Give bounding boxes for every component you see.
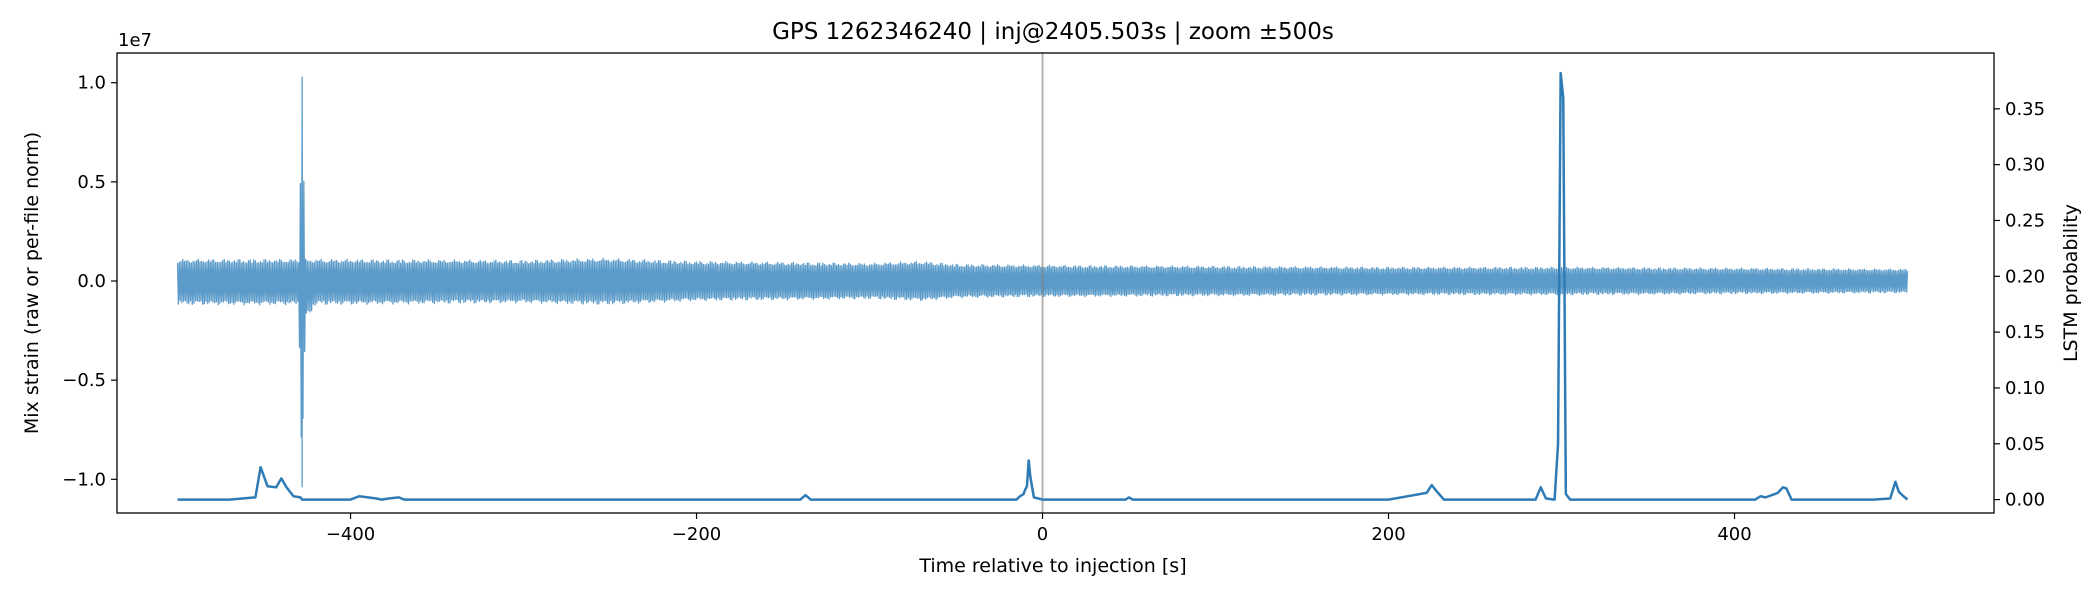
y-right-tick-label: 0.30 [2005,155,2045,176]
y-right-tick-label: 0.35 [2005,99,2045,120]
y-left-tick-label: −1.0 [62,469,106,490]
y-right-axis-label: LSTM probability [2060,204,2082,362]
y-right-tick-label: 0.20 [2005,266,2045,287]
y-right-tick-label: 0.05 [2005,434,2045,455]
y-left-tick-label: 0.0 [77,271,106,292]
x-axis-label: Time relative to injection [s] [918,555,1186,577]
lstm-probability-line [177,71,1909,501]
y-left-tick-label: 1.0 [77,73,106,94]
x-tick-label: 200 [1371,524,1405,545]
plot-area: −400 −200 0 200 400 1.0 0.5 0.0 −0.5 −1.0 0.35 0.30… [62,52,2045,545]
y-left-tick-label: −0.5 [62,370,106,391]
chart-title: GPS 1262346240 | inj@2405.503s | zoom ±5… [772,19,1334,45]
plot-frame [116,52,1995,514]
x-tick-label: −200 [672,524,721,545]
x-tick-label: 0 [1037,524,1048,545]
y-right-tick-label: 0.15 [2005,322,2045,343]
y-right-tick-label: 0.25 [2005,210,2045,231]
x-tick-label: −400 [326,524,375,545]
y-left-offset-text: 1e7 [118,30,152,51]
y-right-tick-label: 0.10 [2005,378,2045,399]
y-left-tick-label: 0.5 [77,172,106,193]
y-left-axis-label: Mix strain (raw or per-file norm) [21,132,43,434]
y-right-tick-label: 0.00 [2005,490,2045,511]
x-tick-label: 400 [1717,524,1751,545]
